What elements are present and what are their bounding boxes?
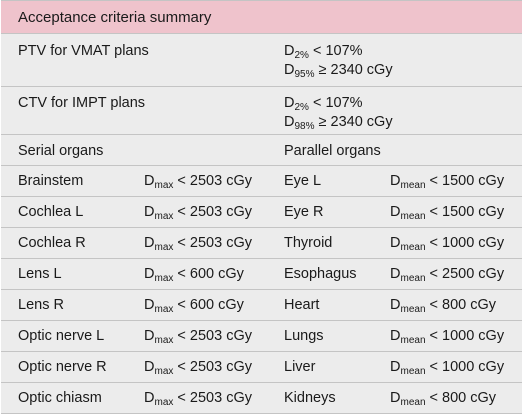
table-row: Optic nerve L Dmax < 2503 cGy Lungs Dmean <… [1, 321, 522, 352]
ctv-criterion-1: D2% < 107% [284, 95, 363, 113]
serial-organ-name: Optic nerve L [18, 328, 105, 344]
ctv-label: CTV for IMPT plans [18, 95, 146, 111]
serial-organ-criterion: Dmax < 2503 cGy [144, 359, 252, 377]
parallel-organ-criterion: Dmean < 1500 cGy [390, 204, 505, 222]
serial-organ-criterion: Dmax < 2503 cGy [144, 328, 252, 346]
serial-organ-name: Brainstem [18, 173, 84, 189]
serial-organ-name: Optic nerve R [18, 359, 107, 375]
serial-organ-name: Lens R [18, 297, 64, 313]
serial-organ-criterion: Dmax < 600 cGy [144, 266, 244, 284]
ptv-criterion-1: D2% < 107% [284, 43, 363, 61]
table-row: Cochlea L Dmax < 2503 cGy Eye R Dmean < 150… [1, 197, 522, 228]
table-row: Lens R Dmax < 600 cGy Heart Dmean < 800 cGy [1, 290, 522, 321]
parallel-organ-name: Eye R [284, 204, 324, 220]
ctv-criteria: D2% < 107% D98% ≥ 2340 cGy [284, 94, 393, 132]
parallel-organ-name: Lungs [284, 328, 324, 344]
serial-organ-criterion: Dmax < 2503 cGy [144, 390, 252, 408]
parallel-organ-name: Esophagus [284, 266, 357, 282]
parallel-organ-criterion: Dmean < 800 cGy [390, 390, 497, 408]
serial-organ-criterion: Dmax < 600 cGy [144, 297, 244, 315]
parallel-organ-name: Kidneys [284, 390, 336, 406]
parallel-organ-name: Eye L [284, 173, 322, 189]
parallel-organ-criterion: Dmean < 800 cGy [390, 297, 497, 315]
ptv-row: PTV for VMAT plans D2% < 107% D95% ≥ 234… [1, 34, 522, 87]
parallel-organs-heading: Parallel organs [284, 143, 381, 159]
ctv-row: CTV for IMPT plans D2% < 107% D98% ≥ 234… [1, 87, 522, 135]
serial-organ-name: Lens L [18, 266, 62, 282]
table-row: Lens L Dmax < 600 cGy Esophagus Dmean < 250… [1, 259, 522, 290]
group-row: Serial organs Parallel organs [1, 135, 522, 166]
serial-organs-heading: Serial organs [18, 143, 104, 159]
parallel-organ-criterion: Dmean < 1500 cGy [390, 173, 505, 191]
serial-organ-criterion: Dmax < 2503 cGy [144, 235, 252, 253]
serial-organ-criterion: Dmax < 2503 cGy [144, 204, 252, 222]
table-title: Acceptance criteria summary [18, 8, 212, 26]
ctv-criterion-2: D98% ≥ 2340 cGy [284, 114, 393, 132]
parallel-organ-name: Liver [284, 359, 316, 375]
ptv-criterion-2: D95% ≥ 2340 cGy [284, 62, 393, 80]
table-header: Acceptance criteria summary [1, 1, 522, 34]
serial-organ-criterion: Dmax < 2503 cGy [144, 173, 252, 191]
serial-organ-name: Optic chiasm [18, 390, 102, 406]
parallel-organ-name: Heart [284, 297, 320, 313]
parallel-organ-name: Thyroid [284, 235, 333, 251]
table-row: Optic nerve R Dmax < 2503 cGy Liver Dmean <… [1, 352, 522, 383]
parallel-organ-criterion: Dmean < 1000 cGy [390, 359, 505, 377]
serial-organ-name: Cochlea L [18, 204, 84, 220]
parallel-organ-criterion: Dmean < 1000 cGy [390, 235, 505, 253]
ptv-criteria: D2% < 107% D95% ≥ 2340 cGy [284, 42, 393, 80]
table-row: Brainstem Dmax < 2503 cGy Eye L Dmean < 150… [1, 166, 522, 197]
table-row: Optic chiasm Dmax < 2503 cGy Kidneys Dmean … [1, 383, 522, 413]
parallel-organ-criterion: Dmean < 2500 cGy [390, 266, 505, 284]
ptv-label: PTV for VMAT plans [18, 43, 149, 59]
table-row: Cochlea R Dmax < 2503 cGy Thyroid Dmean < 1… [1, 228, 522, 259]
serial-organ-name: Cochlea R [18, 235, 86, 251]
parallel-organ-criterion: Dmean < 1000 cGy [390, 328, 505, 346]
